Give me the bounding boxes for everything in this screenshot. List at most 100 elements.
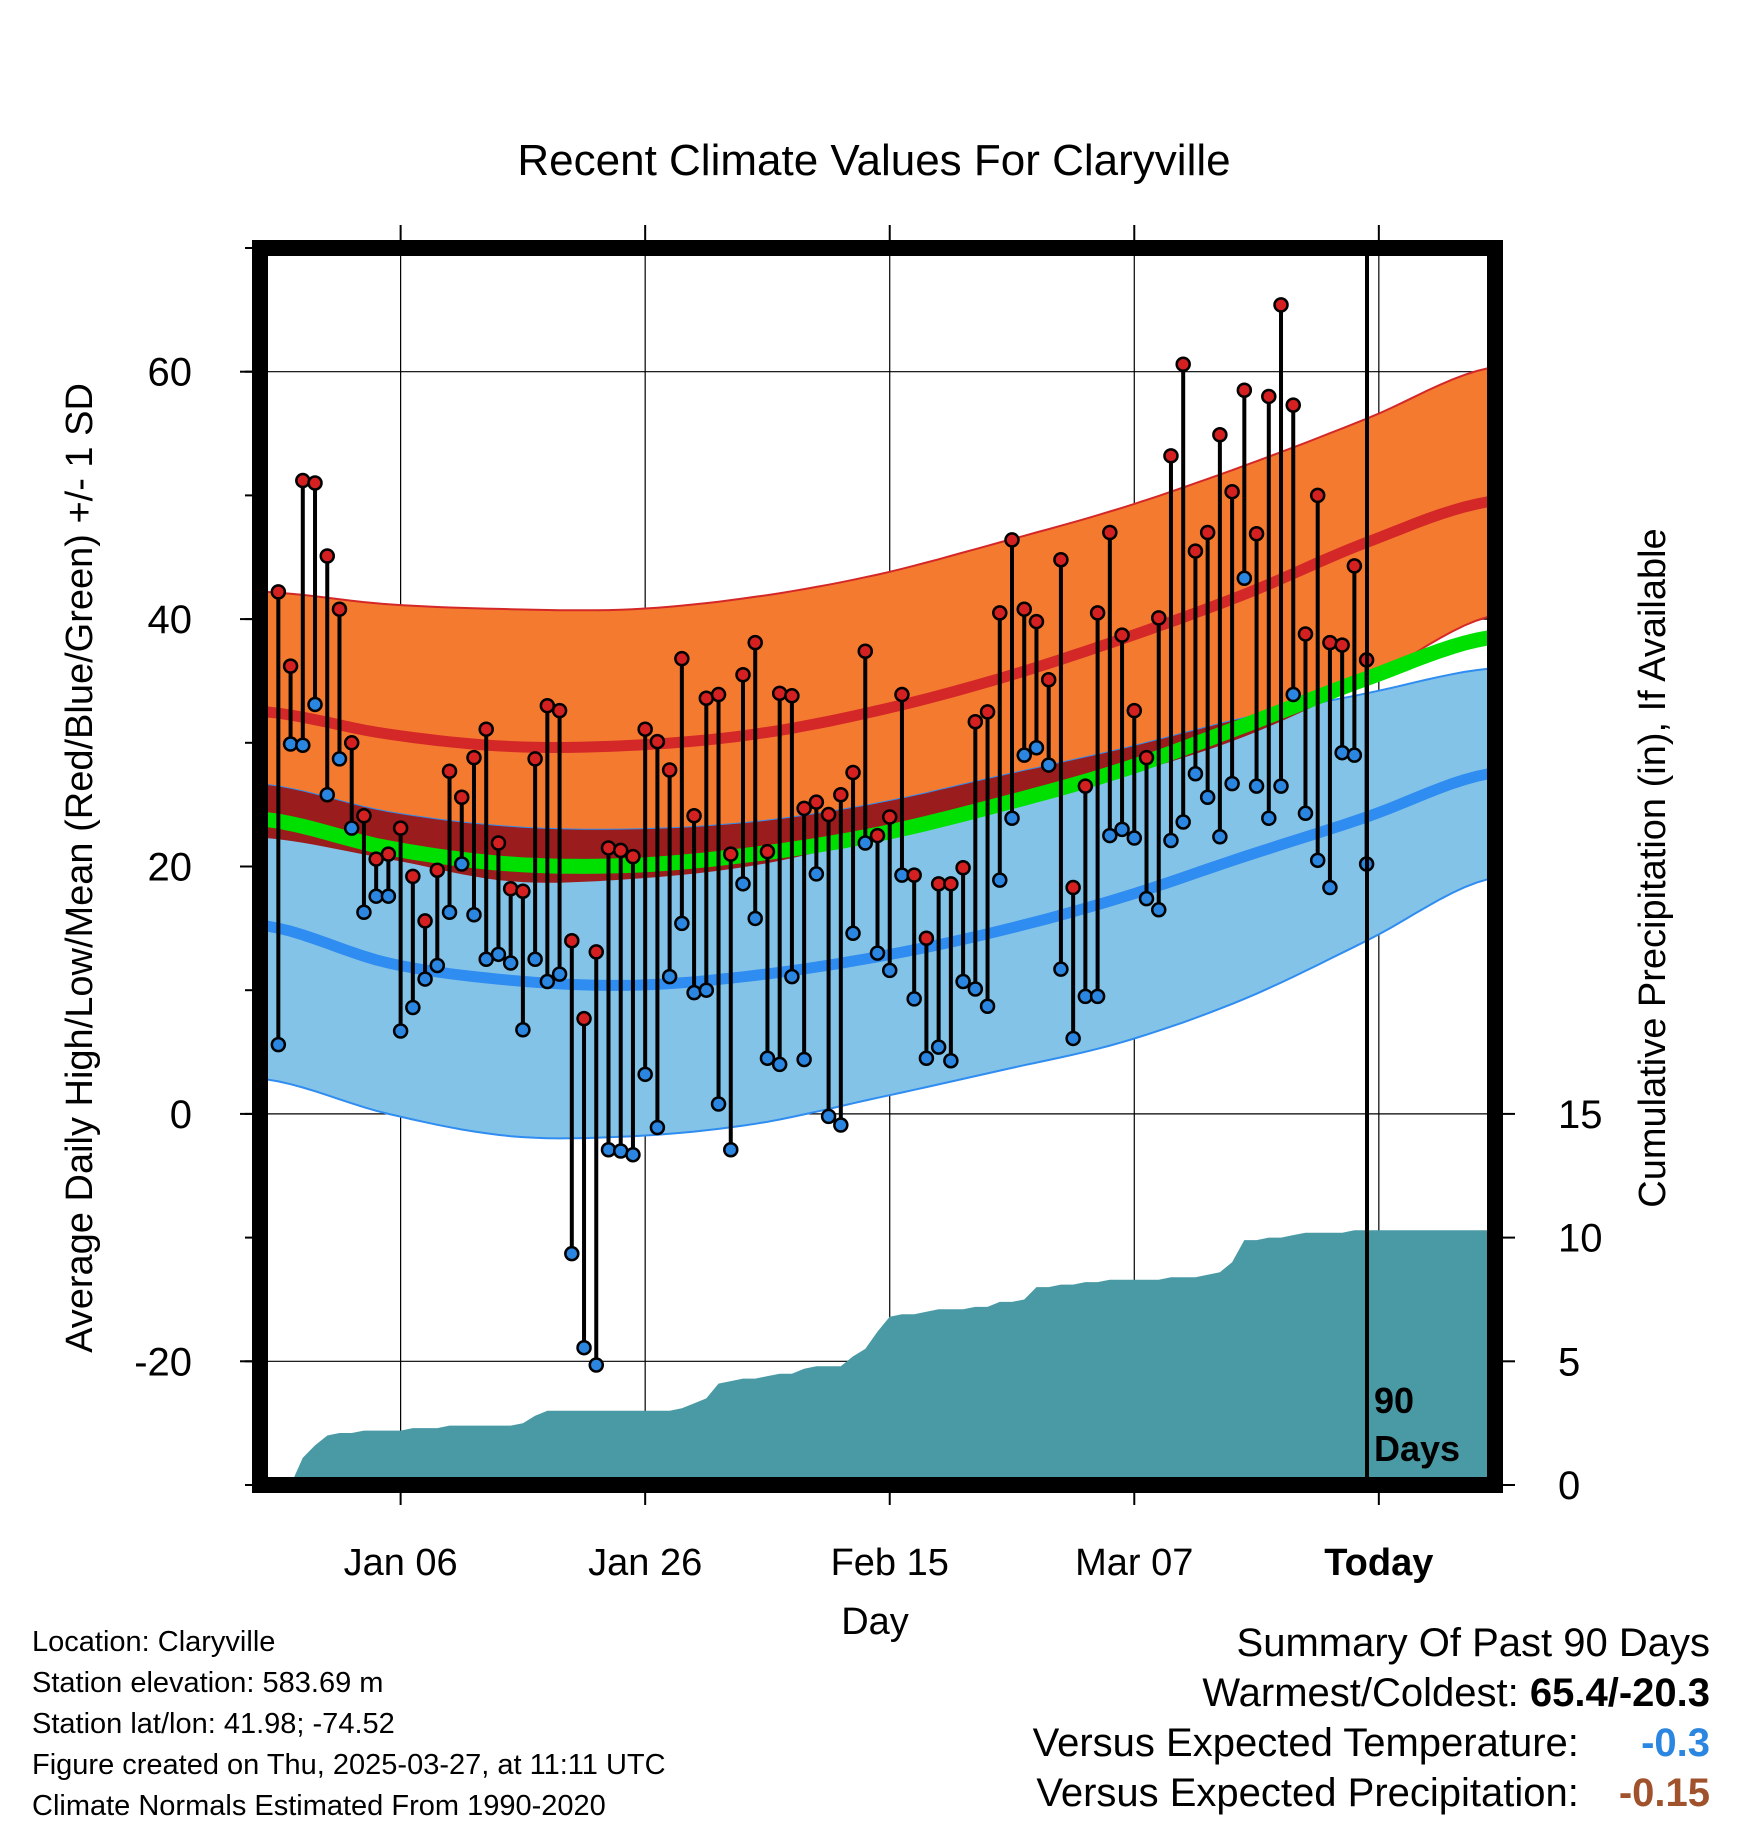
low-point-41: [759, 1050, 776, 1066]
low-point-1: [270, 1036, 287, 1053]
low-point-15: [441, 904, 458, 921]
high-point-70: [1114, 627, 1130, 643]
summary-warmest-value: 65.4/-20.3: [1529, 1671, 1710, 1715]
created-text: Figure created on Thu, 2025-03-27, at 11…: [32, 1749, 666, 1781]
high-point-32: [649, 733, 666, 750]
y2-tick-label-3: 15: [1558, 1093, 1603, 1137]
low-point-33: [661, 968, 678, 985]
high-point-7: [343, 735, 360, 751]
high-point-52: [894, 686, 910, 703]
x-tick-label-1: Jan 26: [588, 1542, 702, 1584]
high-point-51: [881, 809, 898, 825]
y-tick-label-4: 60: [148, 351, 193, 395]
high-point-41: [759, 843, 776, 860]
high-point-85: [1297, 626, 1314, 642]
high-point-6: [331, 601, 348, 617]
high-point-33: [661, 762, 678, 778]
high-point-81: [1248, 525, 1265, 542]
latlon-text: Station lat/lon: 41.98; -74.52: [32, 1708, 395, 1740]
high-point-76: [1187, 543, 1204, 559]
low-point-82: [1261, 810, 1277, 827]
y2-axis-ticks: 0 5 10 15: [1503, 1093, 1603, 1508]
low-point-36: [698, 982, 715, 998]
normal-high-line: [265, 496, 1490, 753]
low-point-7: [343, 820, 360, 836]
low-point-2: [282, 736, 299, 752]
low-point-79: [1224, 775, 1240, 792]
low-point-53: [906, 991, 922, 1007]
low-point-83: [1273, 778, 1289, 794]
low-point-58: [967, 981, 984, 997]
high-point-47: [833, 787, 849, 803]
high-point-43: [784, 688, 800, 704]
low-point-80: [1236, 570, 1253, 587]
summary-temp-value: -0.3: [1641, 1721, 1710, 1765]
low-point-17: [466, 906, 482, 923]
low-point-47: [833, 1117, 849, 1133]
high-point-31: [637, 721, 653, 737]
high-point-64: [1040, 671, 1057, 688]
low-point-46: [820, 1108, 837, 1125]
location-text: Location: Claryville: [32, 1626, 276, 1658]
low-point-38: [723, 1142, 739, 1158]
low-point-89: [1346, 747, 1363, 763]
high-point-40: [747, 634, 763, 651]
high-point-60: [992, 605, 1008, 621]
high-point-75: [1175, 356, 1191, 373]
x-tick-label-0: Jan 06: [344, 1542, 458, 1584]
low-point-56: [943, 1052, 959, 1069]
low-point-68: [1089, 988, 1106, 1005]
high-point-35: [686, 808, 702, 824]
high-point-26: [576, 1010, 592, 1027]
low-point-74: [1163, 832, 1179, 849]
low-point-57: [955, 973, 971, 990]
high-point-8: [356, 808, 372, 824]
low-point-88: [1334, 744, 1350, 761]
high-point-17: [466, 749, 482, 766]
y-axis-label: Average Daily High/Low/Mean (Red/Blue/Gr…: [59, 383, 101, 1353]
summary-panel: Summary Of Past 90 Days Warmest/Coldest:…: [1033, 1618, 1710, 1818]
summary-precip-label: Versus Expected Precipitation:: [1036, 1771, 1579, 1815]
low-point-43: [784, 968, 800, 985]
high-point-79: [1224, 483, 1240, 500]
high-point-37: [710, 686, 727, 703]
high-point-25: [564, 932, 580, 949]
low-point-75: [1175, 814, 1191, 830]
high-point-30: [625, 848, 641, 865]
high-point-61: [1004, 532, 1020, 548]
high-point-69: [1102, 524, 1118, 541]
high-point-80: [1236, 382, 1253, 399]
y2-tick-label-0: 0: [1558, 1464, 1580, 1508]
low-point-71: [1126, 830, 1143, 846]
high-point-2: [282, 658, 299, 674]
low-point-59: [979, 998, 996, 1015]
high-point-82: [1261, 388, 1277, 405]
low-point-12: [405, 999, 421, 1016]
low-point-70: [1114, 821, 1130, 838]
high-point-46: [820, 806, 837, 823]
high-point-19: [490, 835, 507, 851]
high-point-24: [551, 702, 568, 719]
summary-precip-row: Versus Expected Precipitation: -0.15: [1033, 1768, 1710, 1818]
low-point-22: [527, 951, 543, 968]
low-point-64: [1040, 757, 1057, 773]
daily-range-bars: [270, 297, 1375, 1373]
y-tick-label-0: -20: [134, 1340, 192, 1384]
chart-title: Recent Climate Values For Claryville: [517, 136, 1230, 185]
high-point-83: [1273, 297, 1289, 313]
high-point-5: [319, 548, 336, 564]
high-point-18: [478, 721, 494, 737]
low-point-69: [1102, 827, 1118, 844]
high-point-87: [1322, 634, 1338, 651]
plot-frame: [252, 240, 1503, 1493]
low-point-21: [515, 1022, 531, 1038]
high-point-48: [845, 764, 861, 781]
y-tick-label-1: 0: [170, 1093, 192, 1137]
low-point-30: [625, 1146, 641, 1163]
low-point-27: [588, 1357, 605, 1373]
low-point-34: [674, 915, 690, 932]
low-point-50: [869, 945, 886, 961]
low-point-24: [551, 966, 568, 982]
high-point-3: [295, 472, 311, 489]
